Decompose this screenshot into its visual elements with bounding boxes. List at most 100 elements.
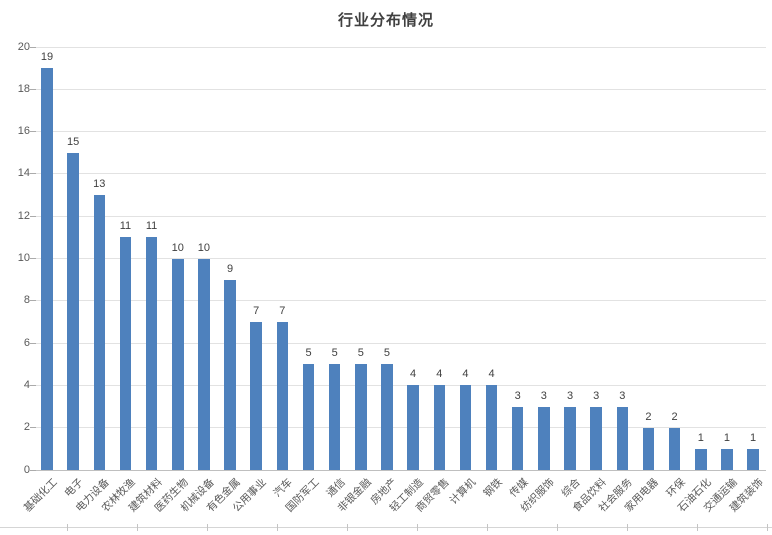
worksheet-column-border bbox=[277, 524, 278, 531]
bar-data-label: 2 bbox=[671, 410, 678, 423]
x-axis-line bbox=[36, 469, 766, 471]
bar[interactable] bbox=[616, 406, 629, 470]
worksheet-row-border bbox=[0, 527, 772, 528]
bar[interactable] bbox=[302, 364, 315, 470]
y-axis-tick-label: 20 bbox=[17, 40, 30, 53]
x-axis-category-label: 钢铁 bbox=[481, 476, 505, 500]
bar[interactable] bbox=[93, 195, 106, 470]
y-axis-tick-label: 14 bbox=[17, 167, 30, 180]
worksheet-column-border bbox=[767, 524, 768, 531]
bar[interactable] bbox=[250, 321, 262, 470]
y-axis-tick bbox=[30, 88, 36, 90]
bar-data-label: 5 bbox=[383, 347, 390, 360]
worksheet-column-border bbox=[137, 524, 138, 531]
bar-data-label: 3 bbox=[540, 389, 547, 402]
bar-data-label: 1 bbox=[723, 431, 730, 444]
bar[interactable] bbox=[67, 152, 79, 470]
y-axis-tick bbox=[30, 173, 36, 175]
bar[interactable] bbox=[328, 364, 341, 470]
bar[interactable] bbox=[145, 237, 158, 470]
bar-data-label: 7 bbox=[253, 304, 260, 317]
bar[interactable] bbox=[407, 385, 419, 470]
y-axis-tick-label: 2 bbox=[23, 421, 30, 434]
bar[interactable] bbox=[172, 258, 184, 470]
y-axis-tick bbox=[30, 469, 36, 471]
y-gridline bbox=[36, 173, 766, 175]
x-axis-category-label: 计算机 bbox=[447, 476, 479, 508]
worksheet-column-border bbox=[487, 524, 488, 531]
bar-data-label: 11 bbox=[119, 220, 132, 233]
bar[interactable] bbox=[590, 406, 602, 470]
bar[interactable] bbox=[695, 448, 707, 470]
bar-data-label: 19 bbox=[40, 51, 54, 64]
worksheet-column-border bbox=[697, 524, 698, 531]
y-gridline bbox=[36, 427, 766, 429]
bar[interactable] bbox=[198, 258, 210, 470]
y-axis-tick bbox=[30, 131, 36, 133]
y-axis-tick bbox=[30, 427, 36, 429]
y-gridline bbox=[36, 342, 766, 344]
bar[interactable] bbox=[41, 68, 53, 470]
bar[interactable] bbox=[459, 385, 472, 470]
bar[interactable] bbox=[564, 406, 576, 470]
x-axis-category-label: 基础化工 bbox=[21, 476, 60, 515]
bar[interactable] bbox=[381, 364, 393, 470]
bar-data-label: 15 bbox=[67, 135, 80, 148]
worksheet-column-border bbox=[557, 524, 558, 531]
bar-data-label: 2 bbox=[645, 410, 652, 423]
y-axis-tick-label: 0 bbox=[23, 463, 30, 476]
bar[interactable] bbox=[747, 448, 759, 470]
bar[interactable] bbox=[276, 321, 289, 470]
bar-data-label: 4 bbox=[410, 368, 417, 381]
bar-data-label: 11 bbox=[145, 220, 158, 233]
worksheet-column-border bbox=[627, 524, 628, 531]
worksheet-column-border bbox=[347, 524, 348, 531]
bar-data-label: 7 bbox=[279, 304, 286, 317]
bar-data-label: 4 bbox=[436, 368, 443, 381]
y-axis-tick-label: 12 bbox=[17, 209, 30, 222]
worksheet-column-border bbox=[417, 524, 418, 531]
bar[interactable] bbox=[668, 427, 681, 470]
worksheet-column-border bbox=[207, 524, 208, 531]
bar[interactable] bbox=[642, 427, 655, 470]
y-gridline bbox=[36, 384, 766, 386]
bar[interactable] bbox=[224, 279, 236, 470]
bar[interactable] bbox=[485, 385, 498, 470]
bar-data-label: 3 bbox=[593, 389, 600, 402]
y-axis-tick bbox=[30, 215, 36, 217]
bar-data-label: 5 bbox=[331, 347, 338, 360]
bar[interactable] bbox=[721, 448, 733, 470]
bar[interactable] bbox=[119, 237, 132, 470]
y-gridline bbox=[36, 300, 766, 302]
bar-data-label: 3 bbox=[514, 389, 521, 402]
y-gridline bbox=[36, 131, 766, 133]
y-axis-tick bbox=[30, 384, 36, 386]
y-axis-tick-label: 6 bbox=[23, 336, 30, 349]
y-gridline bbox=[36, 258, 766, 259]
y-axis-tick-label: 10 bbox=[17, 252, 30, 264]
bar[interactable] bbox=[355, 364, 367, 470]
bar-data-label: 4 bbox=[462, 368, 469, 381]
y-axis-tick-label: 18 bbox=[17, 82, 30, 95]
bar-data-label: 13 bbox=[93, 178, 106, 191]
y-axis-tick bbox=[30, 46, 36, 48]
bar-data-label: 1 bbox=[749, 431, 757, 444]
y-axis-tick-label: 4 bbox=[23, 378, 30, 391]
y-gridline bbox=[36, 88, 766, 90]
bar[interactable] bbox=[538, 406, 550, 470]
y-gridline bbox=[36, 46, 766, 48]
bar-data-label: 5 bbox=[357, 347, 364, 360]
bar-data-label: 1 bbox=[697, 431, 704, 444]
bar[interactable] bbox=[511, 406, 524, 470]
bar-data-label: 10 bbox=[171, 241, 184, 254]
y-gridline bbox=[36, 215, 766, 217]
bar-data-label: 4 bbox=[488, 368, 495, 381]
chart-title: 行业分布情况 bbox=[337, 12, 434, 29]
y-axis-tick bbox=[30, 258, 36, 259]
bar-data-label: 5 bbox=[305, 347, 312, 360]
bar[interactable] bbox=[433, 385, 445, 470]
y-axis-tick-label: 8 bbox=[23, 294, 30, 307]
bar-data-label: 3 bbox=[619, 389, 626, 402]
y-axis-tick bbox=[30, 300, 36, 302]
